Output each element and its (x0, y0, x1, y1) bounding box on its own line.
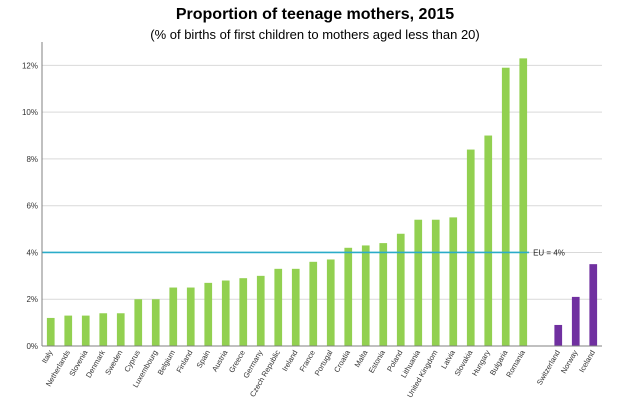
bar-layer (46, 58, 598, 346)
bar-greece (239, 278, 248, 346)
y-tick-label-0: 0% (26, 342, 38, 351)
y-tick-label-3: 6% (26, 202, 38, 211)
bar-cyprus (134, 299, 143, 346)
bar-estonia (379, 243, 388, 346)
bar-hungary (484, 135, 493, 346)
x-tick-label-croatia: Croatia (332, 348, 352, 374)
bar-poland (396, 233, 405, 346)
bar-france (309, 261, 318, 346)
y-tick-label-4: 8% (26, 155, 38, 164)
bar-switzerland (554, 324, 563, 346)
bar-spain (204, 282, 213, 346)
bar-denmark (99, 313, 108, 346)
reference-layer: EU = 4% (42, 248, 565, 257)
bar-malta (361, 245, 370, 346)
bar-luxembourg (151, 299, 160, 346)
x-tick-label-finland: Finland (174, 349, 194, 375)
bar-croatia (344, 247, 353, 346)
x-tick-label-iceland: Iceland (577, 349, 597, 374)
x-tick-label-switzerland: Switzerland (535, 349, 562, 387)
y-tick-label-1: 2% (26, 295, 38, 304)
bar-austria (221, 280, 230, 346)
bar-united-kingdom (431, 219, 440, 346)
x-tick-label-malta: Malta (353, 348, 370, 369)
bar-lithuania (414, 219, 423, 346)
y-tick-label-6: 12% (22, 61, 38, 70)
bar-bulgaria (501, 67, 510, 346)
bar-sweden (116, 313, 125, 346)
bar-slovakia (466, 149, 475, 346)
x-tick-label-latvia: Latvia (439, 348, 457, 371)
bar-germany (256, 275, 265, 346)
x-tick-label-spain: Spain (195, 349, 212, 370)
bar-latvia (449, 217, 458, 346)
bar-slovenia (81, 315, 90, 346)
x-tick-label-italy: Italy (40, 348, 55, 365)
bar-italy (46, 317, 55, 346)
x-tick-label-norway: Norway (559, 348, 580, 375)
grid-layer (42, 64, 602, 347)
bar-belgium (169, 287, 178, 346)
y-tick-label-5: 10% (22, 108, 38, 117)
bar-romania (519, 58, 528, 346)
bar-czech-republic (274, 268, 283, 346)
y-tick-label-2: 4% (26, 248, 38, 257)
bar-norway (571, 296, 580, 346)
bar-portugal (326, 259, 335, 346)
x-tick-label-estonia: Estonia (367, 348, 388, 375)
chart-subtitle: (% of births of first children to mother… (150, 27, 480, 42)
bar-ireland (291, 268, 300, 346)
bar-netherlands (64, 315, 73, 346)
bar-finland (186, 287, 195, 346)
bar-iceland (589, 264, 598, 346)
axis-layer: 0%2%4%6%8%10%12%ItalyNetherlandsSlovenia… (22, 42, 602, 399)
chart-title: Proportion of teenage mothers, 2015 (175, 6, 455, 23)
eu-average-label: EU = 4% (533, 248, 565, 257)
